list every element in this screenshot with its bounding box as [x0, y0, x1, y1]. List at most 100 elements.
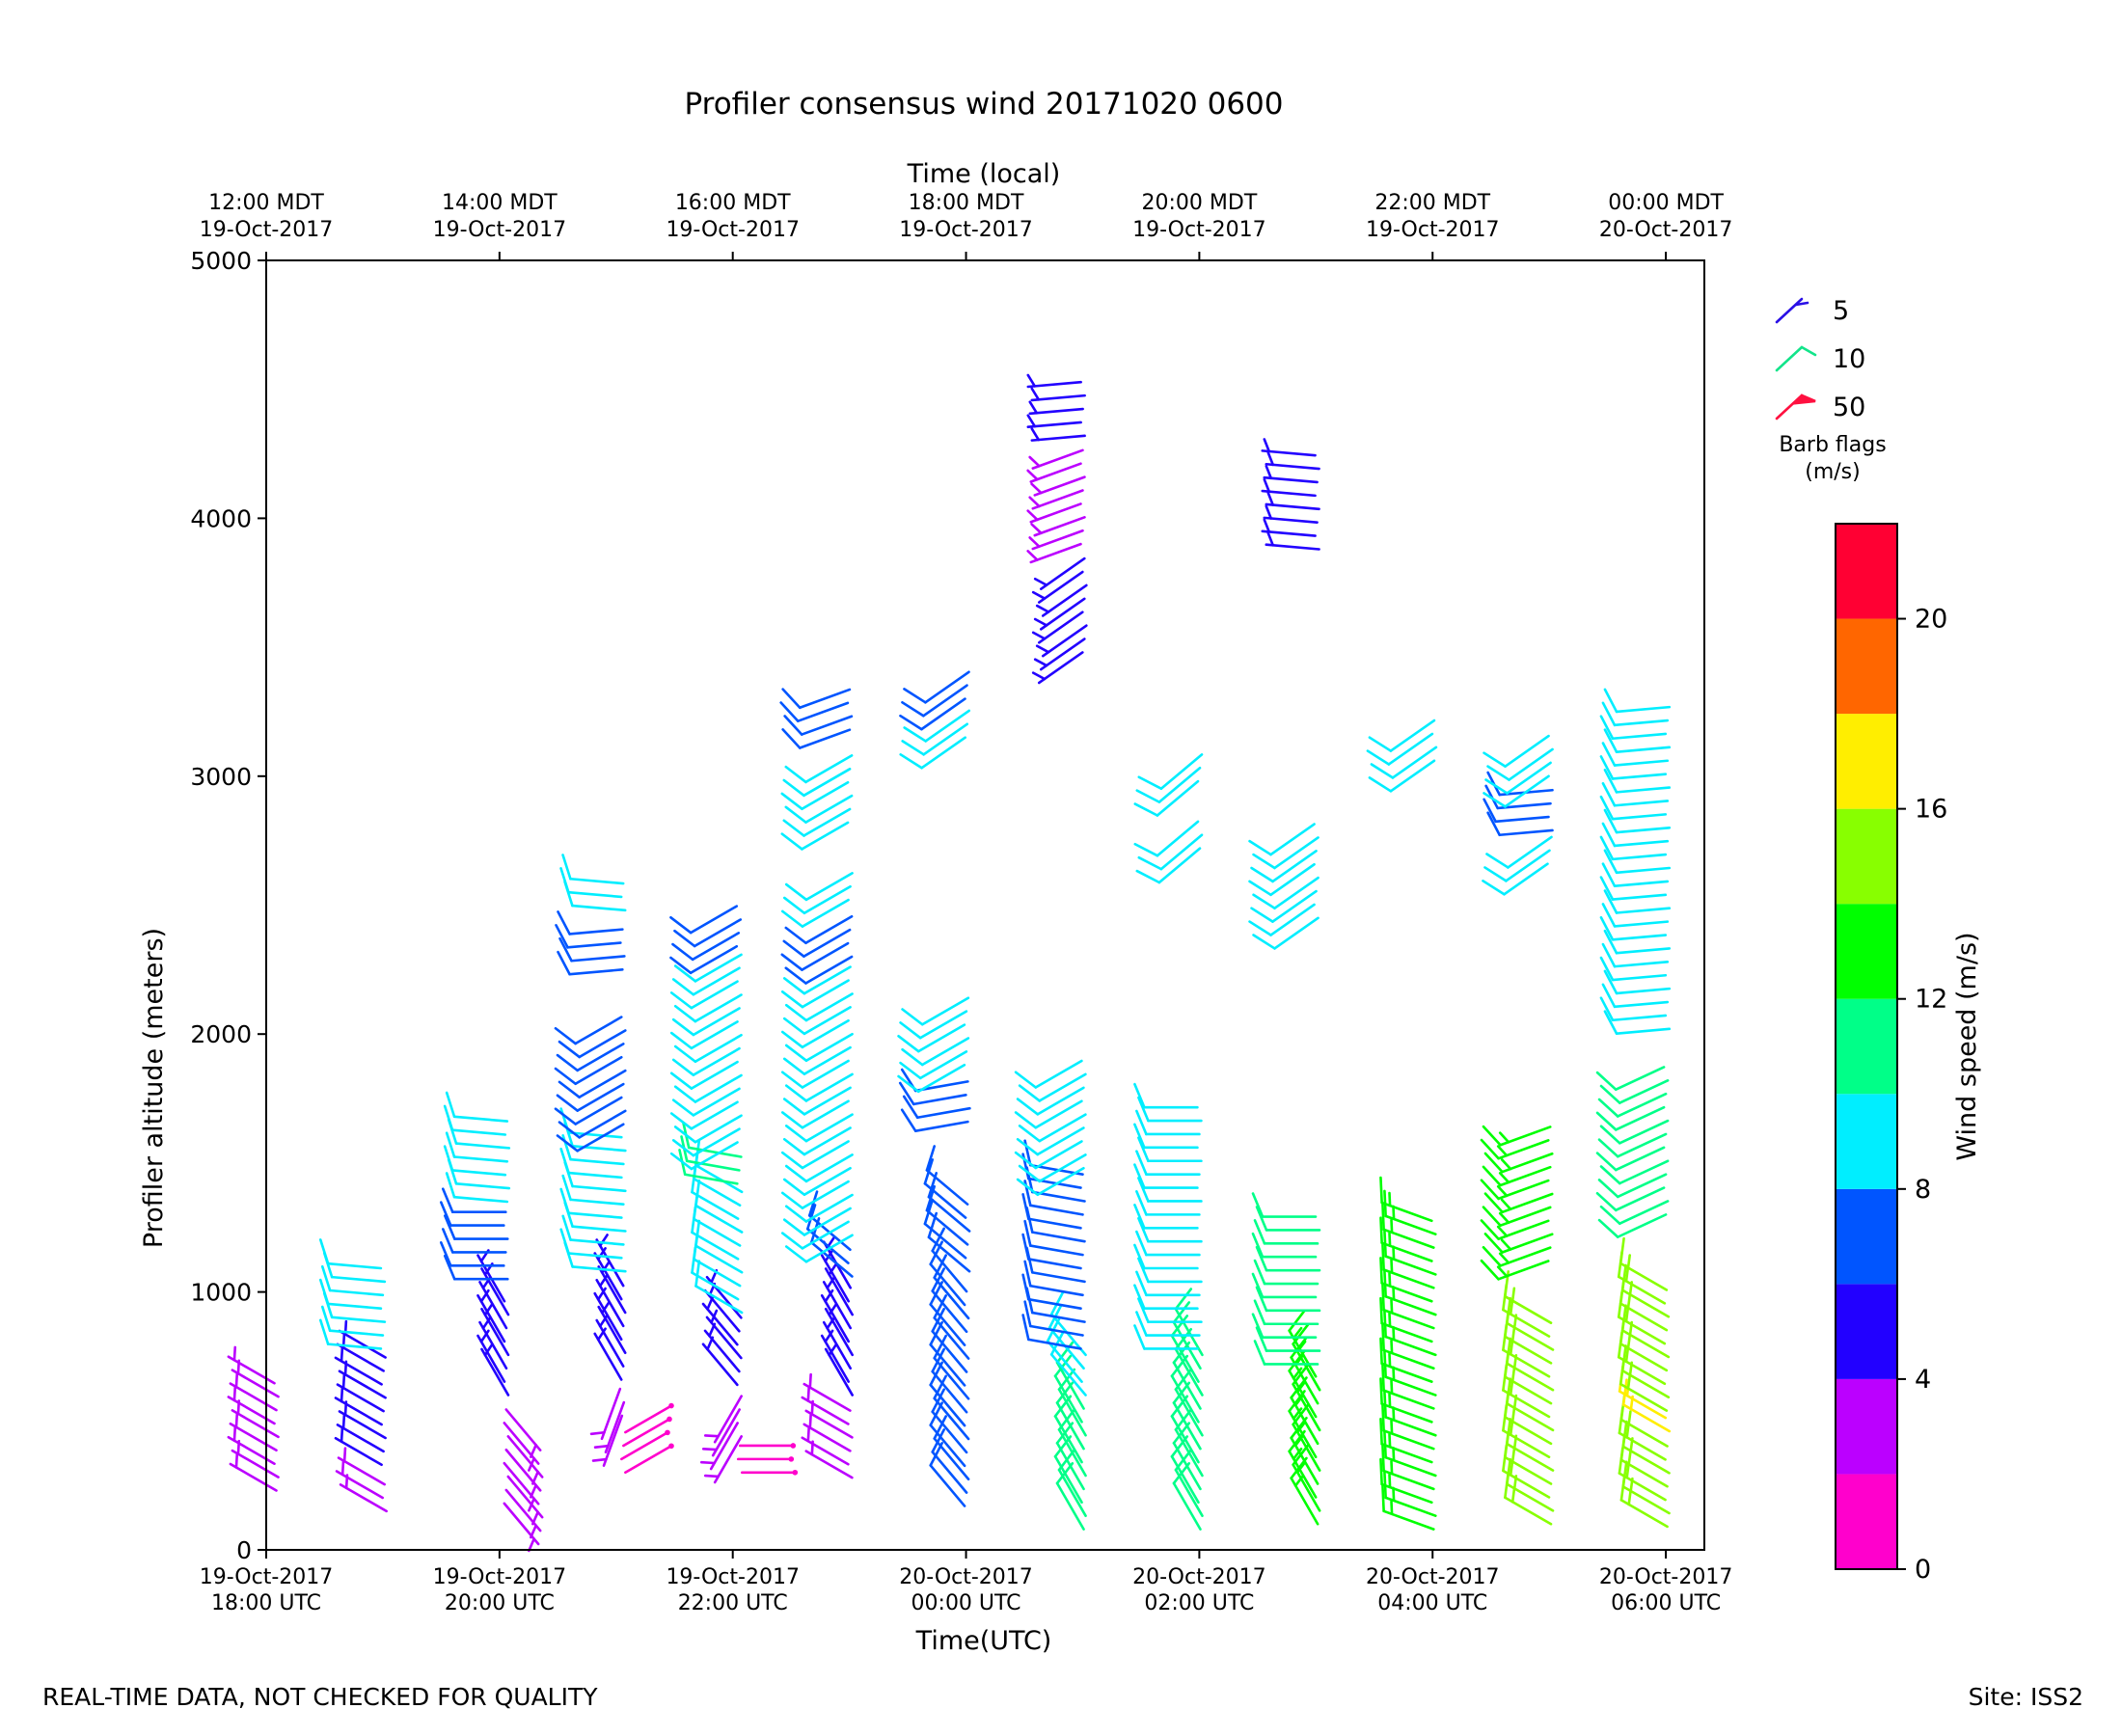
barb-half-feather [701, 1447, 718, 1451]
wind-barb [1255, 1286, 1321, 1313]
wind-barb [1135, 1230, 1201, 1257]
barb-full-feather [673, 1004, 697, 1023]
wind-barb [318, 1318, 383, 1350]
barb-staff [576, 1082, 625, 1112]
barb-staff [1033, 516, 1086, 537]
barb-staff [1174, 1388, 1204, 1437]
barb-half-feather [1266, 491, 1275, 506]
barb-full-feather [445, 1172, 456, 1199]
barb-full-feather [1379, 1257, 1383, 1285]
barb-staff [1613, 719, 1670, 727]
barb-full-feather [1137, 855, 1163, 871]
barb-half-feather [600, 1260, 611, 1274]
barb-full-feather [780, 1151, 804, 1170]
barb-full-feather [1601, 983, 1617, 1009]
legend-staff [1775, 345, 1804, 372]
barb-staff [567, 1171, 623, 1180]
barb-full-feather [1599, 835, 1615, 861]
barb-staff [1172, 1361, 1202, 1410]
barb-staff [824, 1307, 854, 1357]
barb-half-feather [1510, 1367, 1516, 1383]
barb-staff [566, 941, 622, 949]
barb-staff [1029, 502, 1082, 524]
barb-full-feather [931, 1267, 945, 1292]
barb-full-feather [784, 882, 808, 902]
wind-barb [1018, 1153, 1087, 1183]
wind-barb [334, 1346, 383, 1386]
barb-staff [1611, 1014, 1668, 1022]
wind-barb [1174, 1288, 1204, 1357]
barb-full-feather [1251, 1192, 1265, 1218]
wind-barb [701, 1408, 741, 1457]
barb-full-feather [318, 1318, 330, 1345]
wind-barb [673, 953, 743, 983]
wind-barb [227, 1345, 276, 1385]
barb-staff [574, 1055, 623, 1086]
wind-barb [899, 1050, 968, 1080]
barb-full-feather [1601, 701, 1617, 727]
wind-barb [899, 697, 966, 731]
barb-half-feather [1498, 1131, 1510, 1144]
colorbar-tick-label: 0 [1915, 1555, 1931, 1585]
barb-full-feather [669, 915, 693, 935]
barb-staff [685, 1159, 741, 1172]
barb-full-feather [1506, 1337, 1512, 1366]
barb-full-feather [1368, 776, 1393, 793]
barb-full-feather [1248, 880, 1272, 897]
barb-staff [822, 1281, 852, 1330]
wind-barb [1028, 400, 1084, 416]
wind-barb [779, 701, 850, 722]
barb-staff [804, 914, 854, 945]
barb-full-feather [669, 1031, 694, 1050]
barb-full-feather [1620, 1263, 1627, 1292]
barb-staff [1614, 1146, 1666, 1172]
barb-staff [620, 1431, 669, 1461]
barb-half-feather [1390, 1459, 1394, 1476]
barb-staff [1616, 1173, 1668, 1199]
barb-half-feather [530, 1483, 537, 1499]
wind-barb [1137, 1257, 1203, 1284]
wind-barb [782, 1126, 852, 1156]
wind-barb [699, 1422, 739, 1471]
wind-barb [231, 1359, 280, 1398]
wind-barb [1485, 835, 1553, 869]
wind-barb [555, 923, 622, 949]
barb-full-feather [1250, 907, 1274, 923]
barb-staff [918, 1010, 968, 1040]
wind-barb [337, 1447, 386, 1486]
barb-staff [229, 1462, 278, 1492]
legend-barb [1775, 393, 1816, 420]
barb-staff [1034, 1099, 1083, 1129]
barb-full-feather [781, 688, 802, 710]
wind-barb [1135, 1150, 1201, 1176]
barb-staff [569, 877, 625, 885]
wind-barb [1030, 475, 1086, 497]
barb-full-feather [1603, 969, 1619, 995]
barb-half-feather [1033, 658, 1048, 667]
barb-staff [924, 709, 971, 743]
wind-barb [1035, 624, 1088, 658]
barb-staff [600, 1387, 622, 1441]
barb-staff [1615, 786, 1672, 794]
barb-full-feather [1619, 1236, 1625, 1265]
barb-full-feather [784, 1245, 808, 1263]
wind-barb [782, 1006, 852, 1036]
barb-staff [624, 1444, 673, 1475]
wind-barb [1133, 820, 1200, 857]
barb-staff [574, 1016, 623, 1045]
barb-staff [796, 701, 850, 722]
colorbar-tick-label: 8 [1915, 1175, 1931, 1205]
barb-half-feather [1509, 1421, 1514, 1437]
wind-barb [1028, 448, 1084, 470]
wind-barb [780, 979, 850, 1009]
barb-staff [918, 1050, 968, 1080]
barb-staff [803, 1423, 852, 1452]
wind-barb [554, 1055, 623, 1086]
barb-staff [801, 1099, 850, 1129]
barb-full-feather [900, 1108, 917, 1132]
wind-barb [320, 1264, 385, 1297]
barb-full-feather [1133, 1123, 1146, 1150]
barb-staff [1029, 462, 1082, 483]
barb-staff [338, 1410, 387, 1440]
barb-half-feather [1026, 509, 1039, 522]
